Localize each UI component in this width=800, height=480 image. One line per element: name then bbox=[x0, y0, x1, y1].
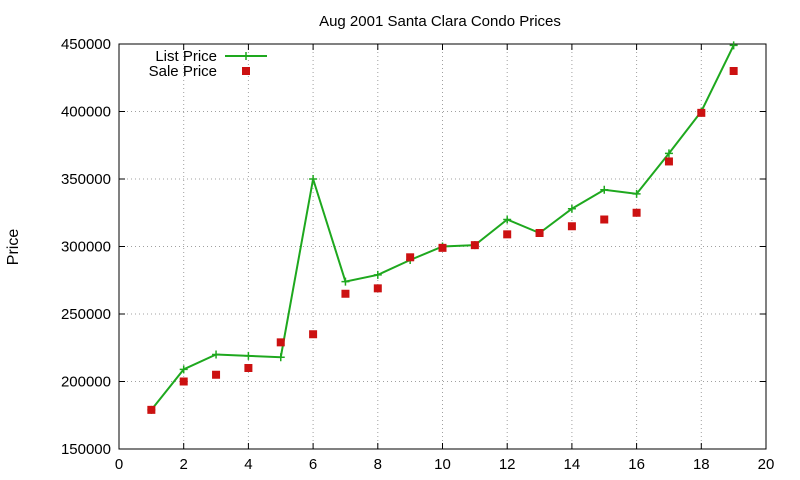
sale-price-point bbox=[373, 284, 382, 293]
sale-price-point bbox=[503, 230, 512, 239]
list-price-point bbox=[632, 189, 641, 198]
y-tick-label: 150000 bbox=[61, 441, 111, 458]
y-tick-label: 200000 bbox=[61, 374, 111, 391]
y-tick-label: 350000 bbox=[61, 171, 111, 188]
x-tick-label: 18 bbox=[693, 456, 710, 473]
series-sale-price bbox=[147, 67, 738, 414]
sale-price-point bbox=[600, 215, 609, 224]
sale-price-point bbox=[664, 157, 673, 166]
x-tick-label: 8 bbox=[374, 456, 382, 473]
sale-price-point bbox=[244, 364, 253, 372]
list-price-point bbox=[309, 175, 318, 183]
sale-price-point bbox=[406, 253, 415, 262]
list-price-point bbox=[276, 353, 285, 362]
sale-price-point bbox=[470, 241, 479, 250]
sale-price-point bbox=[179, 377, 188, 386]
legend-square-marker bbox=[242, 67, 250, 75]
x-tick-label: 2 bbox=[180, 456, 188, 473]
series-layer bbox=[147, 41, 738, 414]
sale-price-point bbox=[212, 370, 221, 379]
x-tick-label: 20 bbox=[758, 456, 775, 473]
legend-plus-marker bbox=[242, 52, 250, 60]
sale-price-point bbox=[567, 222, 576, 231]
legend-label: Sale Price bbox=[149, 63, 217, 80]
list-price-point bbox=[179, 365, 188, 374]
y-tick-label: 450000 bbox=[61, 36, 111, 53]
sale-price-point bbox=[697, 108, 706, 117]
sale-price-point bbox=[535, 229, 544, 237]
x-tick-label: 16 bbox=[628, 456, 645, 473]
list-price-point bbox=[503, 215, 512, 224]
series-list-price bbox=[147, 41, 738, 414]
sale-price-point bbox=[438, 243, 447, 252]
list-price-point bbox=[664, 149, 673, 158]
x-tick-label: 6 bbox=[309, 456, 317, 473]
legend-label: List Price bbox=[155, 48, 217, 65]
list-price-point bbox=[600, 185, 609, 194]
x-tick-label: 10 bbox=[434, 456, 451, 473]
x-tick-label: 14 bbox=[564, 456, 581, 473]
list-price-point bbox=[212, 350, 221, 359]
sale-price-point bbox=[729, 67, 738, 75]
axes: 0 2 4 6 8 10 12 14 16 18 20 150000 200000 250000 30000… bbox=[61, 36, 774, 473]
list-price-point bbox=[341, 277, 350, 286]
list-price-point bbox=[567, 204, 576, 213]
sale-price-point bbox=[147, 405, 156, 414]
list-price-point bbox=[244, 351, 253, 360]
x-tick-label: 0 bbox=[115, 456, 123, 473]
y-axis-label: Price bbox=[5, 229, 22, 266]
list-price-point bbox=[729, 41, 738, 50]
x-tick-label: 12 bbox=[499, 456, 516, 473]
chart-title: Aug 2001 Santa Clara Condo Prices bbox=[319, 13, 561, 30]
y-tick-label: 300000 bbox=[61, 239, 111, 256]
list-price-point bbox=[373, 270, 382, 279]
x-tick-label: 4 bbox=[244, 456, 252, 473]
sale-price-point bbox=[276, 338, 285, 347]
y-tick-label: 250000 bbox=[61, 306, 111, 323]
sale-price-point bbox=[309, 330, 318, 339]
sale-price-point bbox=[341, 289, 350, 298]
sale-price-point bbox=[632, 208, 641, 217]
y-tick-label: 400000 bbox=[61, 104, 111, 121]
